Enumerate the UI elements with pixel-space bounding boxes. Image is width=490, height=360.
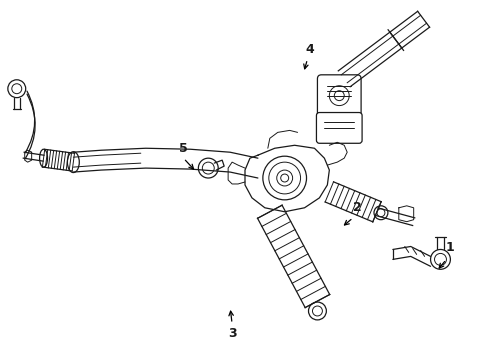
Circle shape [431,249,450,269]
Circle shape [309,302,326,320]
FancyArrowPatch shape [25,94,35,159]
Text: 3: 3 [228,327,236,340]
Circle shape [263,156,307,200]
Text: 1: 1 [446,241,455,254]
Text: 5: 5 [179,142,188,155]
FancyBboxPatch shape [318,75,361,122]
Circle shape [8,80,25,98]
FancyBboxPatch shape [317,113,362,143]
FancyArrowPatch shape [25,91,35,153]
Text: 4: 4 [305,42,314,55]
Circle shape [198,158,218,178]
Circle shape [374,206,388,220]
Text: 2: 2 [353,201,362,214]
